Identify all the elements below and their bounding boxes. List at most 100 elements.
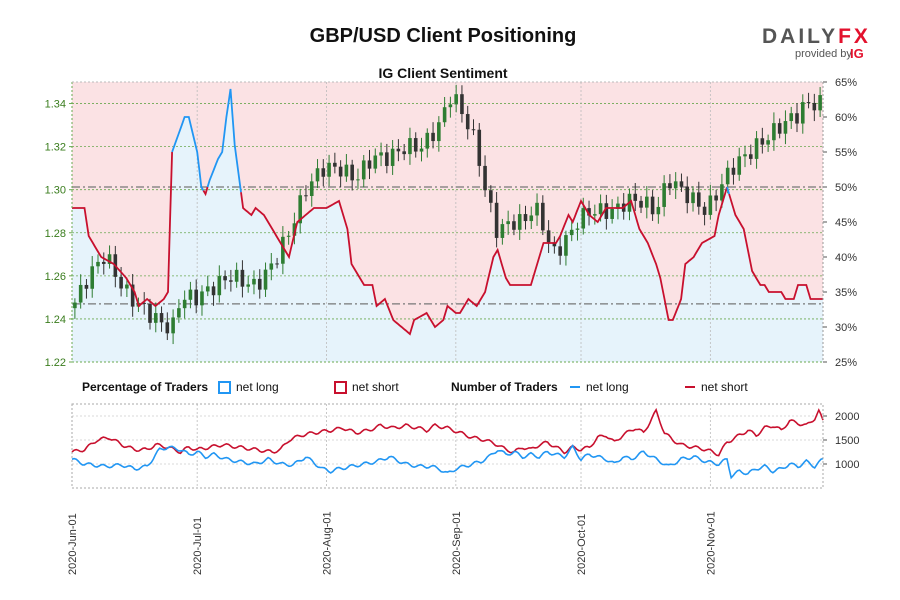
candle-body [662, 183, 666, 207]
main-frame [71, 81, 824, 363]
candle-body [558, 246, 562, 256]
candle-body [546, 230, 551, 243]
candle-body [633, 193, 638, 201]
candle-body [281, 236, 285, 264]
net-short-line-segment [202, 186, 209, 197]
candle-body [529, 215, 534, 222]
candle-body [234, 269, 239, 282]
candle-body [569, 229, 574, 236]
net-long-line-segment [206, 88, 242, 193]
candle-body [598, 203, 603, 215]
net-short-line-segment [72, 151, 173, 308]
candle-body [720, 184, 724, 201]
reference-lines [72, 186, 823, 305]
candle-body [379, 152, 383, 156]
candle-body [390, 148, 395, 166]
chart-subtitle: IG Client Sentiment [378, 65, 507, 81]
logo-provided-by: provided by [795, 48, 852, 60]
pct-tick-label: 60% [835, 112, 857, 124]
candle-body [517, 214, 522, 230]
candle-body [408, 138, 412, 155]
candle-body [188, 289, 193, 300]
candle-body [298, 195, 302, 224]
candle-body [477, 129, 482, 166]
legend-percentage-title: Percentage of Traders [82, 380, 208, 394]
candle-body [269, 263, 274, 270]
candle-body [766, 140, 770, 145]
candle-body [812, 102, 817, 111]
candle-body [119, 276, 123, 289]
candle-body [575, 228, 580, 230]
legend: Percentage of Traders net long net short… [82, 380, 748, 394]
candle-body [257, 278, 262, 290]
candle-body [385, 152, 389, 166]
candle-body [535, 202, 539, 216]
price-tick-label: 1.22 [45, 357, 66, 369]
candle-body [737, 156, 742, 175]
pct-tick-label: 65% [835, 77, 857, 89]
date-tick-label: 2020-Sep-01 [451, 511, 463, 575]
candle-body [321, 168, 326, 177]
net-long-percentage-line [72, 88, 823, 336]
trader-count-panel: 1000 1500 2000 [71, 403, 859, 489]
net-short-count-line [71, 407, 824, 457]
date-tick-label: 2020-Oct-01 [576, 514, 588, 575]
pct-tick-label: 25% [835, 357, 857, 369]
net-short-line-segment [728, 193, 823, 300]
candle-body [344, 164, 349, 177]
candle-body [500, 224, 505, 238]
candle-body [691, 192, 695, 204]
candle-body [448, 104, 453, 108]
candle-body [564, 235, 568, 256]
candle-body [489, 190, 493, 203]
candle-body [125, 284, 129, 289]
candle-body [177, 308, 181, 318]
date-tick-label: 2020-Jun-01 [67, 513, 79, 575]
candle-body [437, 122, 441, 142]
logo-text: DAILYFX [762, 25, 871, 48]
legend-pct-long-label: net long [236, 380, 279, 394]
price-tick-label: 1.30 [45, 185, 66, 197]
date-tick-label: 2020-Jul-01 [192, 517, 204, 575]
candle-body [494, 202, 499, 238]
pct-tick-label: 30% [835, 322, 857, 334]
candle-body [78, 284, 83, 303]
candle-body [685, 186, 690, 204]
candle-body [783, 121, 788, 134]
candle-body [182, 299, 187, 309]
count-axis-ticks: 1000 1500 2000 [823, 411, 859, 471]
price-tick-label: 1.32 [45, 142, 66, 154]
candle-body [200, 291, 204, 306]
candle-body [702, 206, 707, 215]
candle-body [512, 221, 516, 230]
candle-body [229, 280, 233, 282]
legend-pct-long-swatch [218, 381, 231, 394]
candle-body [552, 242, 557, 247]
candle-body [668, 183, 672, 189]
legend-num-short-label: net short [701, 380, 748, 394]
count-tick-label: 1500 [835, 435, 859, 447]
candle-body [194, 289, 199, 306]
candle-body [367, 160, 372, 169]
net-long-count-line [71, 444, 824, 480]
logo-ig: IG [850, 46, 864, 61]
candle-body [350, 164, 354, 181]
candle-body [818, 95, 822, 111]
count-tick-label: 2000 [835, 411, 859, 423]
candle-body [604, 203, 609, 219]
candle-body [96, 261, 100, 267]
candle-body [506, 221, 510, 225]
price-axis-ticks: 1.22 1.24 1.26 1.28 1.30 1.32 1.34 [45, 99, 72, 369]
date-tick-label: 2020-Aug-01 [322, 511, 334, 575]
trader-count-lines [71, 407, 824, 480]
candle-body [442, 107, 447, 123]
candle-body [454, 94, 458, 105]
candle-body [541, 202, 545, 231]
candle-body [165, 322, 170, 334]
candle-body [656, 206, 661, 215]
candle-body [373, 155, 378, 169]
candle-body [142, 302, 147, 304]
net-short-line-segment [240, 186, 728, 336]
candle-body [275, 263, 279, 265]
candle-body [148, 303, 152, 323]
